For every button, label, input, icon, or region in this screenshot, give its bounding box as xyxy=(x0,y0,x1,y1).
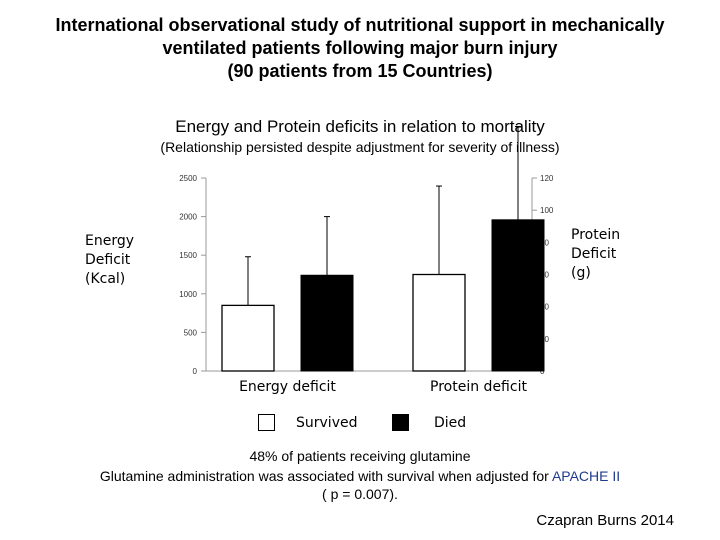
left-tick-label: 2500 xyxy=(179,174,197,183)
left-axis-label: Energy Deficit (Kcal) xyxy=(85,232,134,289)
bar-died xyxy=(300,274,354,372)
legend-swatch-died xyxy=(392,414,409,431)
legend-label-survived: Survived xyxy=(296,415,358,431)
right-tick-label: 60 xyxy=(540,271,549,280)
bar-survived xyxy=(221,304,275,372)
right-tick-label: 120 xyxy=(540,174,554,183)
left-axis-label-line: Deficit xyxy=(85,252,131,268)
right-tick-label: 40 xyxy=(540,303,549,312)
bar-died xyxy=(491,219,545,372)
footnote-association-text: Glutamine administration was associated … xyxy=(99,468,552,484)
right-tick-label: 20 xyxy=(540,335,549,344)
slide-title: International observational study of nut… xyxy=(0,14,720,83)
right-tick-label: 100 xyxy=(540,206,554,215)
x-category-label: Protein deficit xyxy=(430,379,527,395)
right-tick-label: 0 xyxy=(540,367,545,376)
legend-swatch-survived xyxy=(258,414,275,431)
footnote-association: Glutamine administration was associated … xyxy=(0,468,720,485)
chart-subnote: (Relationship persisted despite adjustme… xyxy=(160,139,560,155)
footnote-glutamine-percent: 48% of patients receiving glutamine xyxy=(249,448,471,464)
title-line-3: (90 patients from 15 Countries) xyxy=(227,61,493,81)
chart-subtitle: Energy and Protein deficits in relation … xyxy=(175,117,545,136)
left-tick-label: 1500 xyxy=(179,251,197,260)
right-tick-label: 80 xyxy=(540,238,549,247)
title-line-1: International observational study of nut… xyxy=(55,15,665,35)
citation-credit: Czapran Burns 2014 xyxy=(536,512,674,529)
right-axis-label-line: Deficit xyxy=(571,246,617,262)
bar-survived xyxy=(412,273,466,372)
footnote-p-value: ( p = 0.007). xyxy=(322,486,398,502)
left-tick-label: 1000 xyxy=(179,290,197,299)
title-line-2: ventilated patients following major burn… xyxy=(162,38,558,58)
right-axis-label-line: (g) xyxy=(571,265,591,281)
left-tick-label: 500 xyxy=(184,328,198,337)
left-axis-label-line: (Kcal) xyxy=(85,271,126,287)
left-tick-label: 0 xyxy=(193,367,198,376)
left-tick-label: 2000 xyxy=(179,213,197,222)
right-axis-label: Protein Deficit (g) xyxy=(571,226,620,283)
legend-label-died: Died xyxy=(434,415,467,431)
left-axis-label-line: Energy xyxy=(85,233,135,249)
right-axis-label-line: Protein xyxy=(571,227,621,243)
x-category-label: Energy deficit xyxy=(239,379,336,395)
apache-highlight: APACHE II xyxy=(551,468,621,484)
